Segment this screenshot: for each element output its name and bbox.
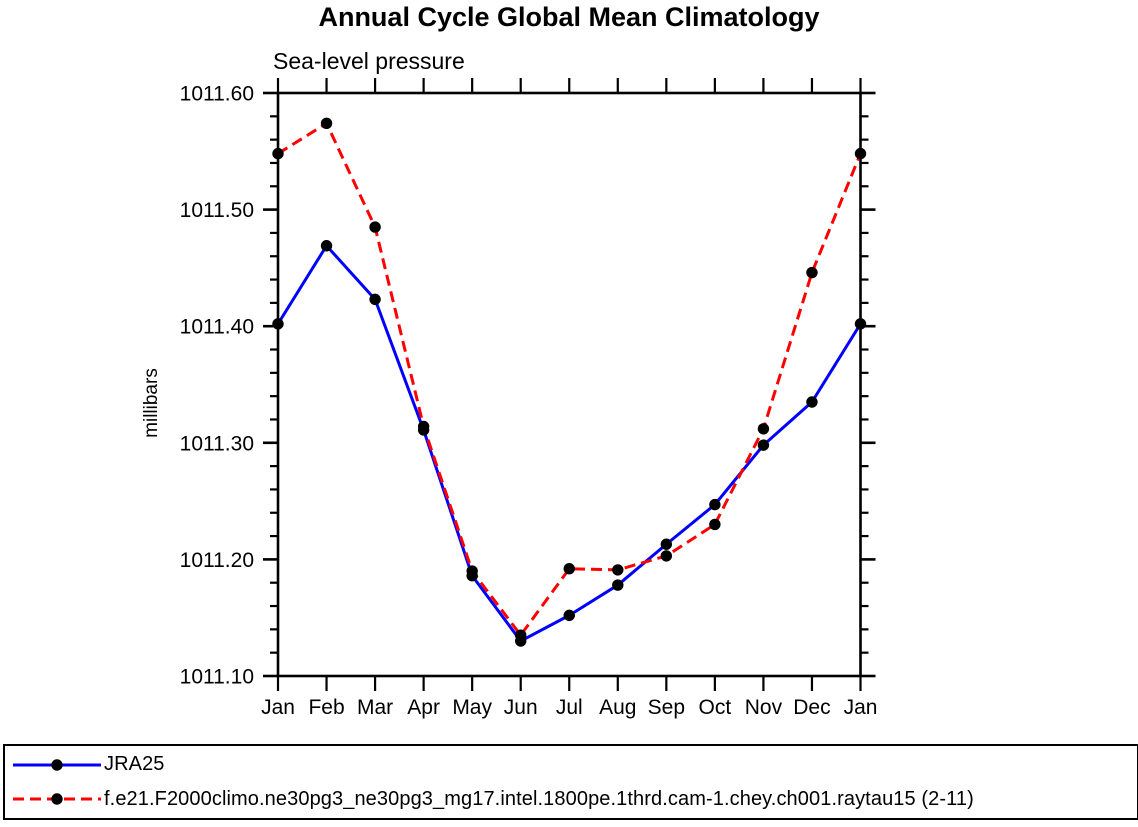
data-point-marker — [806, 396, 818, 408]
legend-item-jra25: JRA25 — [12, 749, 1137, 781]
data-point-marker — [612, 564, 624, 576]
data-point-marker — [272, 318, 284, 330]
x-tick-label: Jan — [844, 696, 878, 719]
y-tick-label: 1011.30 — [180, 432, 254, 455]
legend-dashed-line-marker-icon — [13, 793, 101, 806]
data-point-marker — [272, 147, 284, 160]
legend-label-model-run: f.e21.F2000climo.ne30pg3_ne30pg3_mg17.in… — [104, 787, 974, 810]
series-line-1 — [277, 121, 862, 637]
series-markers — [272, 117, 867, 647]
x-tick-label: Jul — [556, 696, 583, 719]
data-point-marker — [320, 117, 333, 130]
data-point-marker — [369, 221, 381, 233]
chart-subtitle: Sea-level pressure — [273, 48, 465, 74]
plot-area: 1011.10 1011.20 1011.30 1011.40 1011.50 1011.… — [180, 78, 878, 720]
x-tick-label: Jun — [504, 696, 538, 719]
data-point-marker — [563, 563, 575, 575]
data-point-marker — [466, 565, 478, 577]
legend-label-jra25: JRA25 — [104, 753, 165, 776]
axis-tick-labels: 1011.10 1011.20 1011.30 1011.40 1011.50 1011.… — [180, 83, 878, 720]
x-tick-label: Jan — [261, 696, 295, 719]
chart-title: Annual Cycle Global Mean Climatology — [318, 2, 820, 32]
data-point-marker — [515, 629, 527, 641]
data-point-marker — [612, 579, 624, 591]
data-point-marker — [369, 293, 381, 306]
x-tick-label: May — [452, 696, 492, 719]
data-point-marker — [709, 498, 721, 511]
data-point-marker — [417, 420, 430, 433]
y-tick-label: 1011.20 — [180, 549, 254, 572]
x-tick-label: Feb — [308, 696, 344, 719]
data-point-marker — [660, 538, 673, 550]
data-point-marker — [660, 550, 673, 562]
x-tick-label: Aug — [599, 696, 636, 719]
x-tick-label: Oct — [699, 696, 732, 719]
x-tick-label: Apr — [407, 696, 440, 719]
data-point-marker — [320, 240, 333, 252]
legend-solid-line-marker-icon — [13, 758, 101, 771]
legend-box: JRA25 f.e21.F2000climo.ne30pg3_ne30pg3_m… — [3, 744, 1138, 820]
y-tick-label: 1011.40 — [180, 316, 254, 339]
y-tick-label: 1011.50 — [180, 199, 254, 222]
data-point-marker — [806, 266, 818, 279]
data-point-marker — [757, 423, 770, 435]
axes — [263, 78, 876, 691]
data-point-marker — [563, 609, 575, 622]
data-point-marker — [854, 318, 867, 330]
y-tick-label: 1011.60 — [180, 83, 254, 106]
y-tick-label: 1011.10 — [180, 666, 254, 689]
data-point-marker — [757, 439, 770, 451]
series-line-0 — [276, 244, 862, 643]
x-tick-label: Sep — [648, 696, 685, 719]
x-tick-label: Mar — [357, 696, 393, 719]
x-tick-label: Dec — [793, 696, 830, 719]
data-point-marker — [709, 518, 721, 531]
data-point-marker — [854, 147, 867, 160]
legend-item-model-run: f.e21.F2000climo.ne30pg3_ne30pg3_mg17.in… — [12, 783, 1137, 815]
x-tick-label: Nov — [745, 696, 783, 719]
